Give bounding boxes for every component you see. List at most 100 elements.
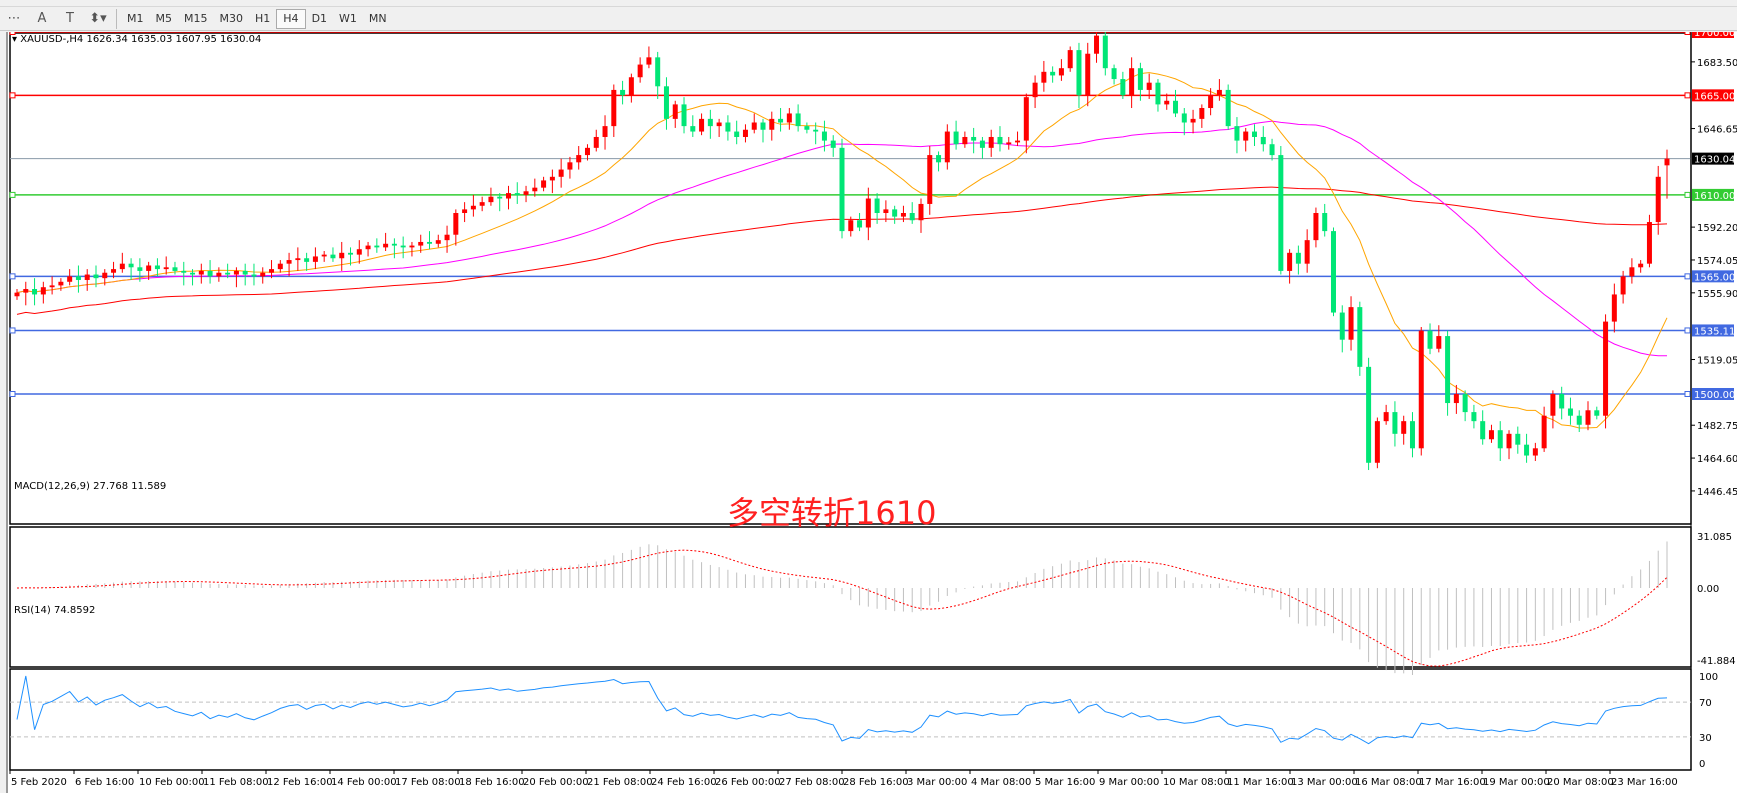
candle xyxy=(1015,131,1021,147)
macd-tick-label: 31.085 xyxy=(1697,532,1732,543)
candle xyxy=(1041,60,1047,92)
collapse-triangle-icon[interactable]: ▾ xyxy=(12,34,18,45)
timeframe-m30[interactable]: M30 xyxy=(219,12,244,25)
candle xyxy=(1418,327,1424,456)
candle xyxy=(584,144,590,161)
timeframe-m1[interactable]: M1 xyxy=(127,12,144,25)
timeframe-w1[interactable]: W1 xyxy=(339,12,357,25)
candle-body xyxy=(1313,213,1319,241)
candle xyxy=(742,124,748,143)
candle-body xyxy=(479,202,485,206)
candle xyxy=(102,269,108,286)
candle-body xyxy=(1664,158,1670,166)
time-tick-label: 18 Feb 16:00 xyxy=(459,777,525,788)
candle-body xyxy=(488,196,494,203)
candle xyxy=(163,256,169,275)
candle-body xyxy=(1339,312,1345,340)
candle xyxy=(1173,89,1179,118)
grid-icon[interactable]: ⋯ xyxy=(7,11,21,26)
candle xyxy=(470,194,476,217)
candle xyxy=(119,252,125,273)
candle-body xyxy=(637,64,643,78)
candle-body xyxy=(1146,82,1152,90)
time-tick-label: 10 Mar 08:00 xyxy=(1163,777,1230,788)
candle-body xyxy=(988,136,994,148)
candle xyxy=(233,267,239,288)
macd-signal-line xyxy=(16,549,1668,667)
candle-body xyxy=(1655,176,1661,223)
time-tick-label: 9 Mar 00:00 xyxy=(1099,777,1159,788)
candle-body xyxy=(111,269,117,273)
candle-body xyxy=(418,241,424,246)
candle xyxy=(1409,412,1415,458)
candle xyxy=(1164,93,1170,110)
arrows-icon[interactable]: ⬍▾ xyxy=(89,11,107,26)
candle-body xyxy=(207,270,213,277)
candle-body xyxy=(1032,82,1038,98)
candle xyxy=(699,113,705,136)
candle xyxy=(936,151,942,172)
candle-body xyxy=(304,258,310,262)
candle xyxy=(1462,390,1468,422)
candle xyxy=(839,138,845,239)
candle xyxy=(1638,260,1644,273)
rsi-tick-label: 70 xyxy=(1699,698,1712,709)
candle xyxy=(865,187,871,241)
candle xyxy=(1023,93,1029,154)
candle-body xyxy=(690,126,696,132)
candle-body xyxy=(1559,394,1565,409)
candle xyxy=(1260,126,1266,152)
candle xyxy=(1225,84,1231,130)
candle-body xyxy=(795,113,801,127)
candle xyxy=(1094,32,1100,63)
timeframe-m15[interactable]: M15 xyxy=(184,12,208,25)
candle-body xyxy=(269,269,275,273)
candle xyxy=(172,261,178,275)
level-price-tag xyxy=(1692,388,1734,400)
candle-body xyxy=(427,241,432,244)
candle xyxy=(1304,229,1310,273)
candle-body xyxy=(734,131,740,137)
timeframe-buttons: M1 M5 M15 M30 H1 H4 D1 W1 MN xyxy=(121,8,393,29)
candle xyxy=(1445,330,1451,416)
candle xyxy=(216,267,222,282)
candle-body xyxy=(102,272,108,279)
candle-body xyxy=(1041,71,1047,83)
candle-body xyxy=(497,196,503,199)
candle xyxy=(1155,79,1161,112)
candle-body xyxy=(242,270,248,275)
timeframe-d1[interactable]: D1 xyxy=(311,12,328,25)
timeframe-h4[interactable]: H4 xyxy=(276,8,306,29)
candle-body xyxy=(198,270,204,275)
chart-canvas[interactable]: 1700.00 1665.00 1610.00 1565.00 1535.11 1500.… xyxy=(8,32,1737,793)
candle-body xyxy=(778,118,784,123)
candle xyxy=(312,247,318,270)
current-price-tag xyxy=(1692,152,1734,165)
candle-body xyxy=(137,267,143,271)
candle xyxy=(1532,442,1538,461)
timeframe-h1[interactable]: H1 xyxy=(255,12,271,25)
candle xyxy=(488,187,494,206)
timeframe-m5[interactable]: M5 xyxy=(155,12,173,25)
time-tick-label: 10 Feb 00:00 xyxy=(139,777,205,788)
candle-body xyxy=(286,260,292,264)
candle-body xyxy=(1067,50,1073,69)
text-label-icon[interactable]: A xyxy=(37,11,47,26)
candle xyxy=(137,258,143,282)
time-tick-label: 11 Feb 08:00 xyxy=(203,777,269,788)
candle-body xyxy=(1085,53,1091,96)
candle xyxy=(892,205,898,224)
timeframe-mn[interactable]: MN xyxy=(368,12,387,25)
candle xyxy=(93,265,99,288)
level-handle-left xyxy=(9,273,16,280)
time-tick-label: 6 Feb 16:00 xyxy=(75,777,134,788)
candle xyxy=(497,193,503,212)
candle-body xyxy=(1216,89,1222,96)
candle xyxy=(1620,270,1626,304)
candle xyxy=(576,146,582,170)
candle xyxy=(277,260,283,273)
text-box-icon[interactable]: T xyxy=(66,11,74,26)
candle-body xyxy=(1603,321,1609,416)
candle-body xyxy=(1374,421,1380,463)
chart-window[interactable]: 1700.00 1665.00 1610.00 1565.00 1535.11 1500.… xyxy=(6,32,1737,793)
